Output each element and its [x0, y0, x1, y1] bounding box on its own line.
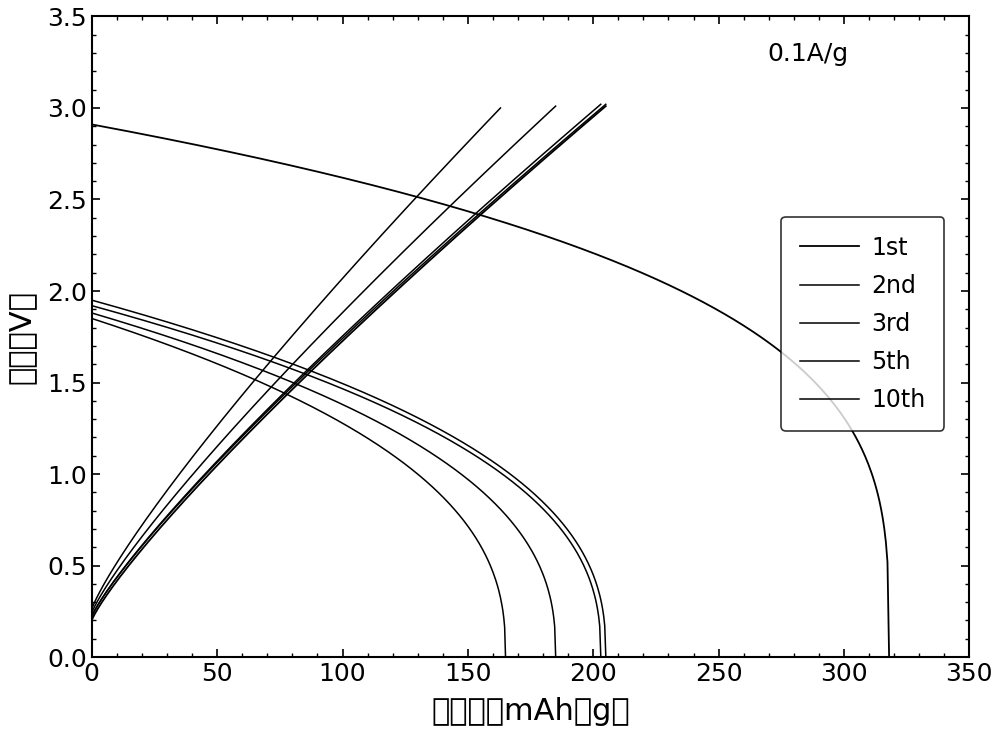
3rd [361, 395, 373, 404]
X-axis label: 比容量（mAh／g）: 比容量（mAh／g） [431, 697, 630, 726]
1st [469, 209, 481, 218]
3rd [331, 382, 343, 391]
1st [86, 120, 98, 129]
Line: 3rd: 3rd [92, 306, 601, 655]
3rd [583, 572, 595, 581]
10th [490, 575, 502, 583]
2nd [392, 404, 404, 413]
5th [550, 651, 562, 660]
10th [332, 416, 344, 425]
5th [337, 400, 349, 409]
Text: 0.1A/g: 0.1A/g [767, 42, 849, 66]
5th [306, 386, 318, 395]
10th [499, 651, 511, 660]
Line: 10th: 10th [92, 318, 505, 655]
3rd [328, 380, 340, 389]
5th [466, 479, 478, 487]
10th [86, 314, 98, 323]
2nd [507, 472, 519, 481]
Legend: 1st, 2nd, 3rd, 5th, 10th: 1st, 2nd, 3rd, 5th, 10th [781, 217, 944, 431]
2nd [364, 391, 376, 399]
5th [538, 574, 550, 583]
2nd [330, 377, 342, 386]
10th [425, 481, 437, 490]
1st [739, 323, 751, 331]
3rd [389, 408, 401, 416]
1st [864, 464, 876, 473]
2nd [333, 377, 345, 386]
2nd [86, 295, 98, 304]
2nd [600, 651, 612, 660]
5th [309, 388, 321, 397]
Line: 5th: 5th [92, 313, 556, 655]
1st [560, 239, 572, 248]
5th [362, 413, 374, 421]
10th [285, 391, 297, 400]
10th [310, 404, 322, 413]
Line: 1st: 1st [92, 125, 889, 655]
3rd [503, 475, 515, 484]
3rd [86, 301, 98, 310]
Y-axis label: 电压（V）: 电压（V） [7, 290, 36, 383]
2nd [587, 571, 599, 580]
3rd [595, 651, 607, 660]
1st [464, 207, 476, 216]
10th [282, 391, 294, 399]
1st [517, 224, 529, 233]
1st [883, 651, 895, 660]
5th [86, 309, 98, 317]
Line: 2nd: 2nd [92, 300, 606, 655]
